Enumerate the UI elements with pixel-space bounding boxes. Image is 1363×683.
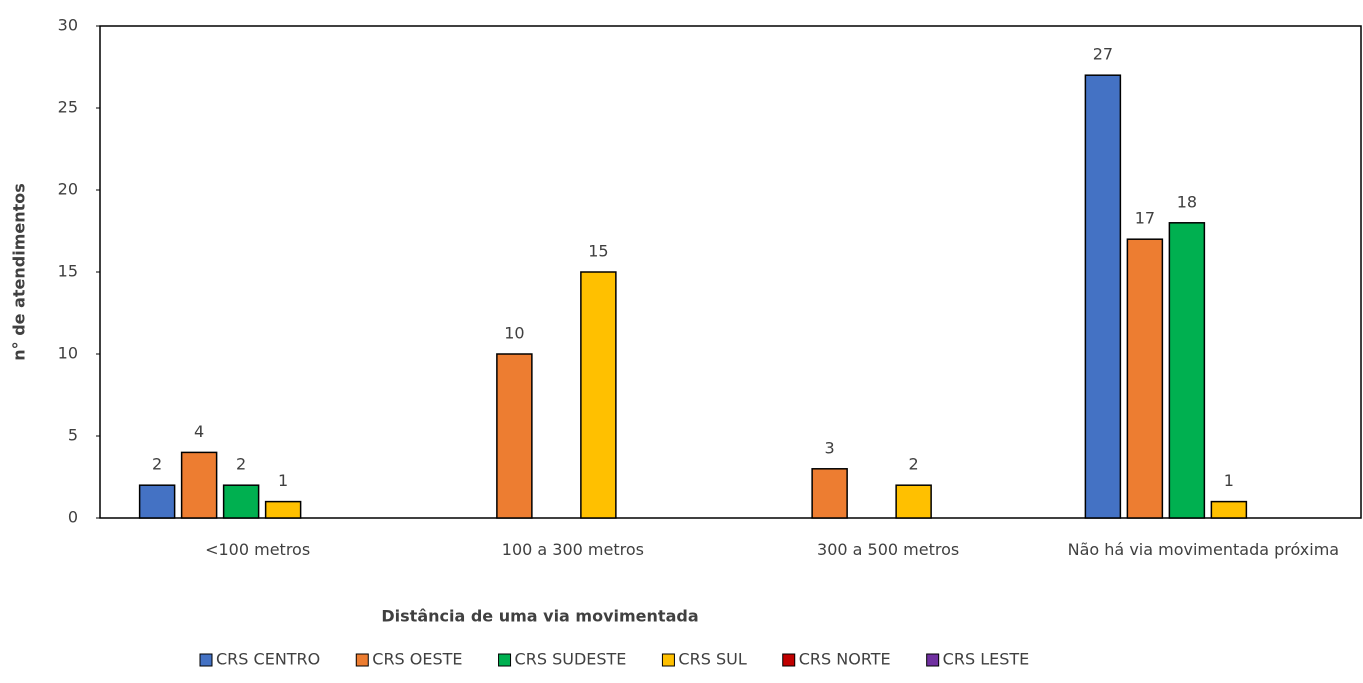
legend-swatch bbox=[355, 653, 369, 667]
legend-swatch bbox=[782, 653, 796, 667]
y-tick-label: 0 bbox=[68, 508, 78, 527]
y-tick-label: 25 bbox=[58, 98, 78, 117]
legend-swatch bbox=[926, 653, 940, 667]
data-label: 10 bbox=[504, 324, 524, 343]
bar bbox=[138, 484, 176, 519]
x-tick-label: <100 metros bbox=[205, 540, 311, 559]
data-label: 1 bbox=[1224, 471, 1234, 490]
bar bbox=[811, 468, 848, 519]
data-label: 18 bbox=[1177, 192, 1197, 211]
data-label: 4 bbox=[194, 422, 204, 441]
x-axis-title: Distância de uma via movimentada bbox=[381, 607, 698, 626]
data-label: 17 bbox=[1135, 209, 1155, 228]
bar bbox=[580, 271, 617, 519]
legend-swatch bbox=[498, 653, 512, 667]
x-tick-label: Não há via movimentada próxima bbox=[1067, 540, 1340, 559]
data-label: 15 bbox=[588, 242, 608, 261]
bar bbox=[496, 353, 533, 519]
legend-label: CRS CENTRO bbox=[216, 650, 320, 669]
legend-label: CRS SUL bbox=[678, 650, 746, 669]
x-tick-label: 100 a 300 metros bbox=[501, 540, 644, 559]
y-tick-label: 5 bbox=[68, 426, 78, 445]
data-label: 2 bbox=[909, 455, 919, 474]
data-label: 2 bbox=[236, 455, 246, 474]
data-label: 3 bbox=[825, 438, 835, 457]
y-tick-label: 15 bbox=[58, 262, 78, 281]
legend-swatch bbox=[661, 653, 675, 667]
bar bbox=[1126, 238, 1164, 519]
data-label: 27 bbox=[1093, 45, 1113, 64]
legend-swatch bbox=[199, 653, 213, 667]
y-tick-label: 10 bbox=[58, 344, 78, 363]
y-tick-label: 20 bbox=[58, 180, 78, 199]
y-axis-title: n° de atendimentos bbox=[10, 183, 29, 361]
x-tick-label: 300 a 500 metros bbox=[817, 540, 960, 559]
data-label: 1 bbox=[278, 471, 288, 490]
y-tick-label: 30 bbox=[58, 16, 78, 35]
legend-label: CRS LESTE bbox=[943, 650, 1030, 669]
legend-label: CRS SUDESTE bbox=[515, 650, 627, 669]
bar bbox=[264, 500, 302, 519]
bar bbox=[1084, 74, 1122, 519]
bar bbox=[180, 451, 218, 519]
bar bbox=[1210, 500, 1248, 519]
bar bbox=[895, 484, 932, 519]
bar bbox=[222, 484, 260, 519]
bar bbox=[1168, 222, 1206, 519]
data-label: 2 bbox=[152, 455, 162, 474]
legend-label: CRS OESTE bbox=[372, 650, 462, 669]
legend-label: CRS NORTE bbox=[799, 650, 891, 669]
